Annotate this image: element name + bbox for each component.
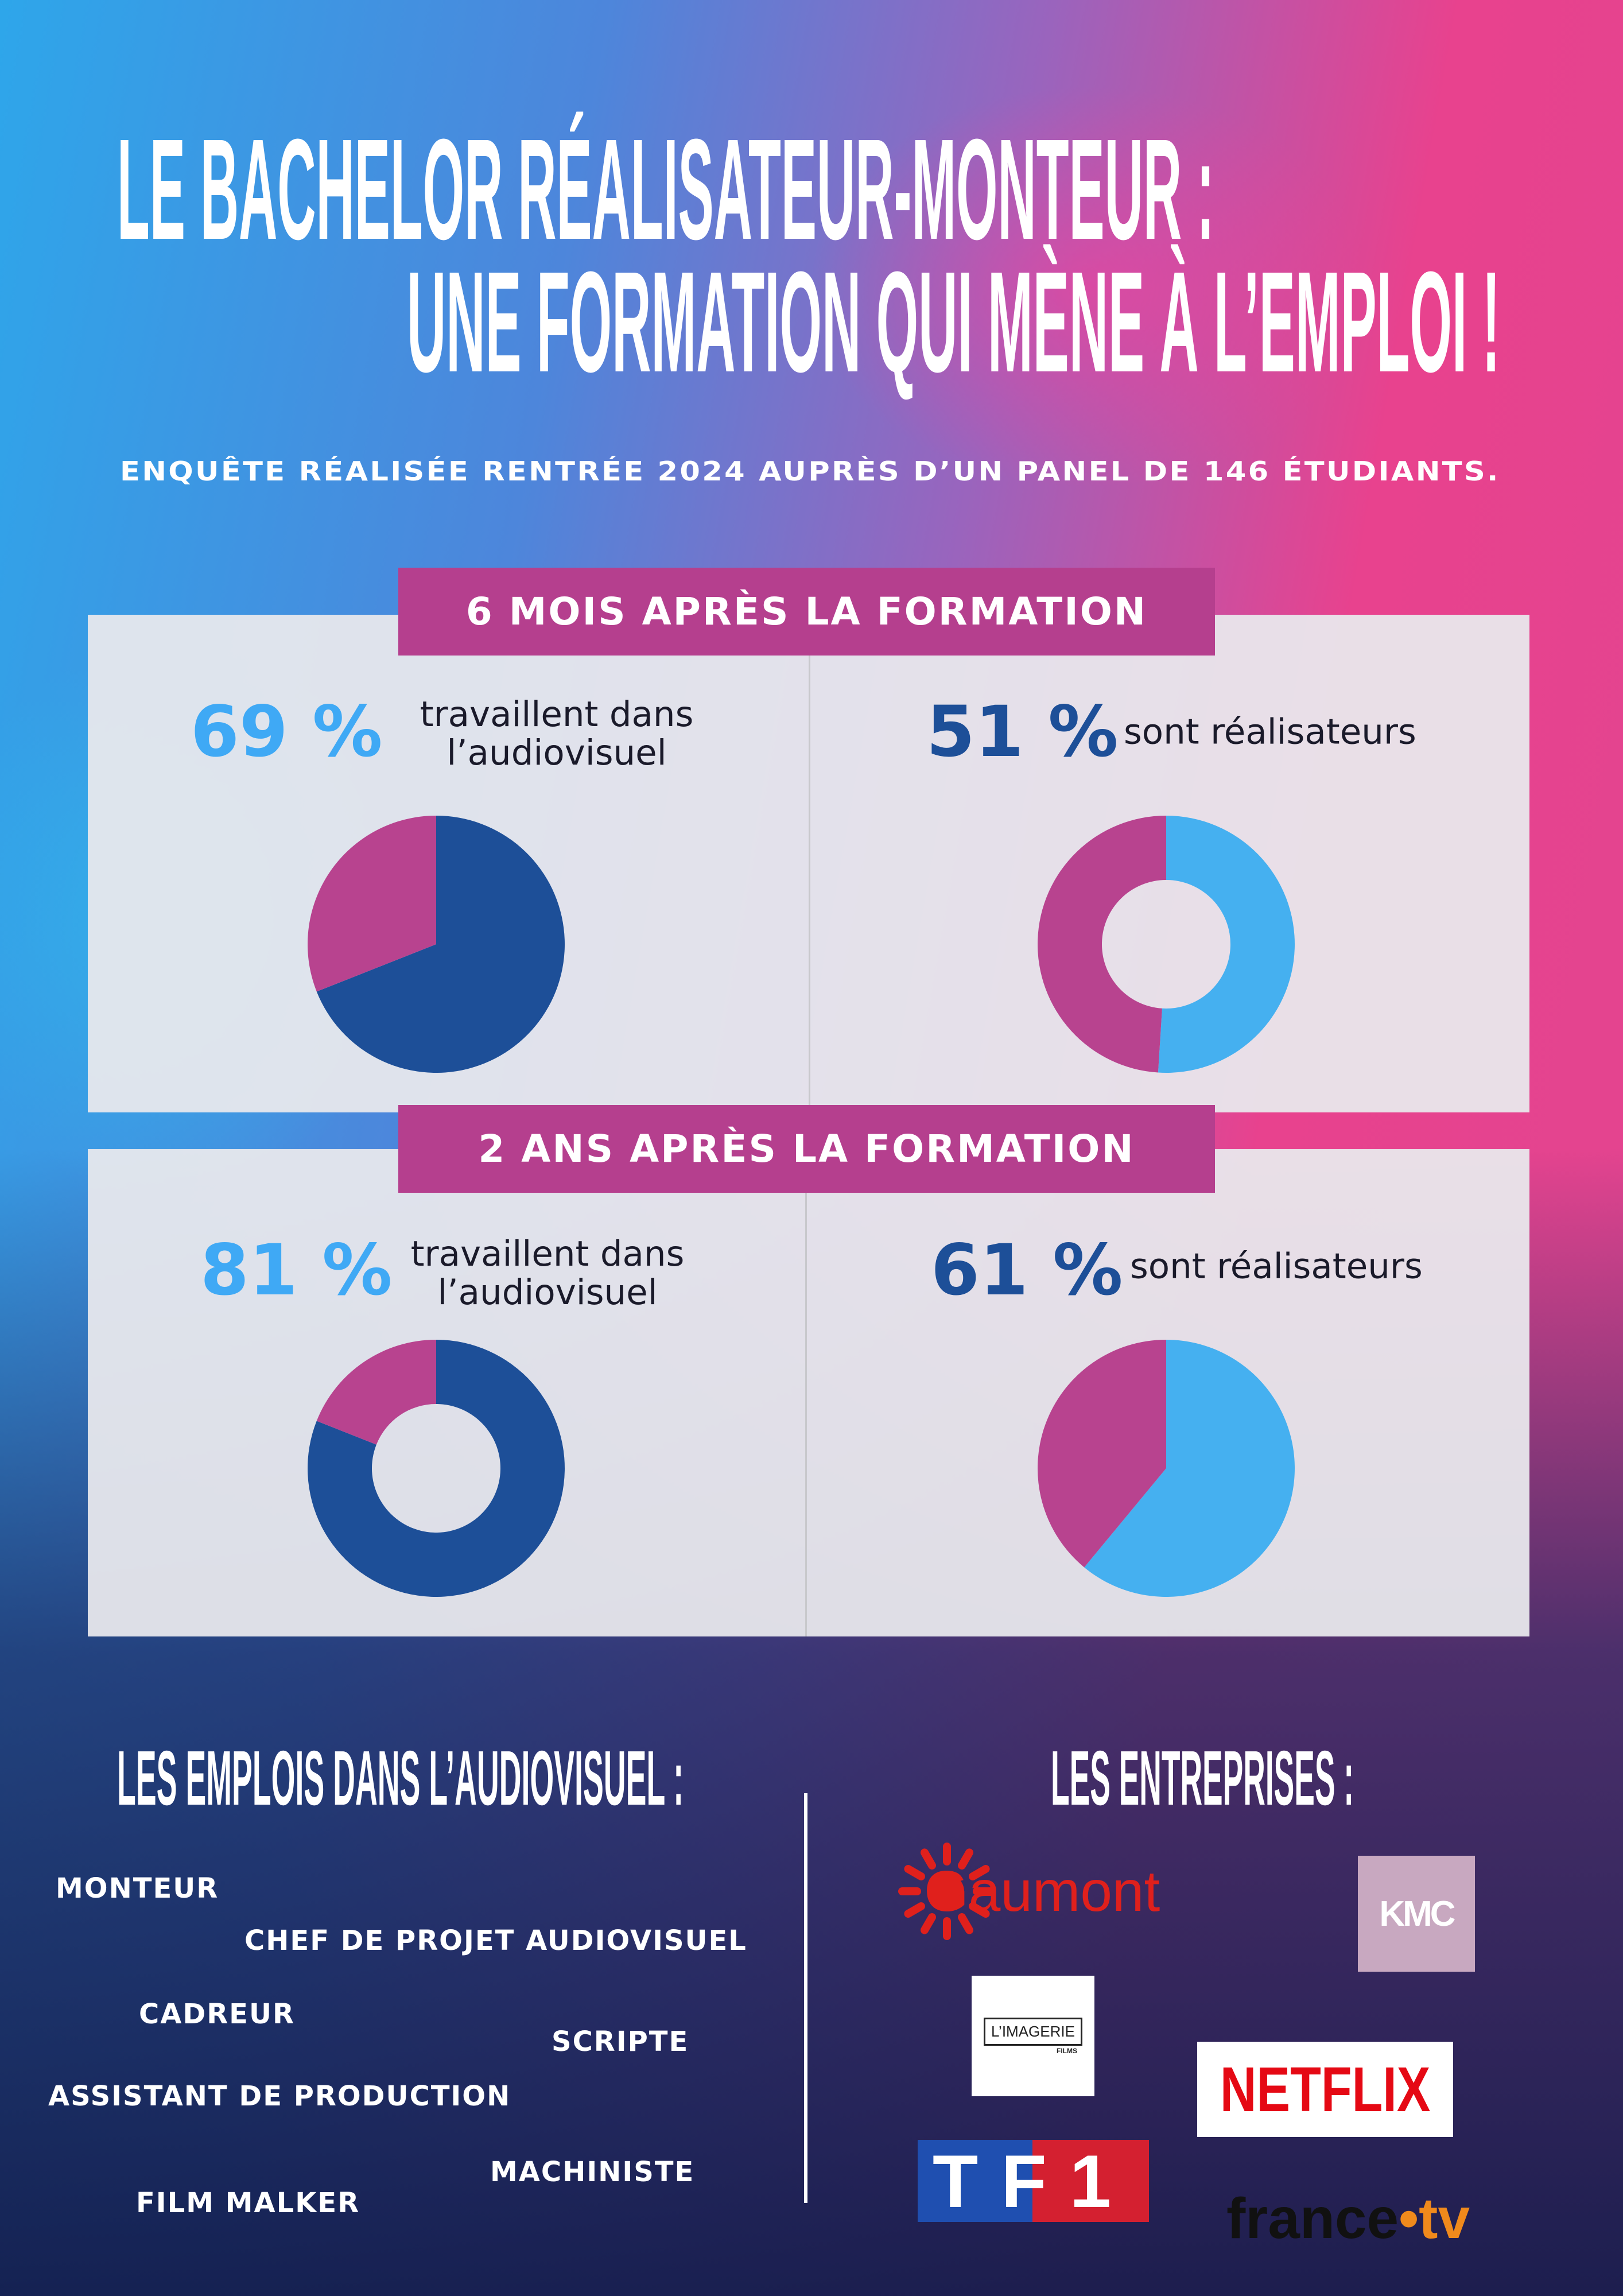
- divider: [809, 656, 810, 1112]
- logo-text: NETFLIX: [1220, 2054, 1431, 2125]
- panel: [88, 1149, 1529, 1636]
- jobs-title: LES EMPLOIS DANS L’AUDIOVISUEL :: [117, 1735, 684, 1821]
- job: CHEF DE PROJET AUDIOVISUEL: [244, 1925, 747, 1957]
- logo-text: FILMS: [1057, 2046, 1077, 2055]
- value-label: 69 %: [191, 691, 383, 773]
- logo-text: france: [1226, 2186, 1399, 2251]
- gaumont-sun: [898, 1843, 996, 1940]
- title-line: LE BACHELOR RÉALISATEUR-MONTEUR :: [117, 109, 1215, 269]
- pie-slice: [316, 816, 565, 1073]
- logo-text: L’IMAGERIE: [984, 2017, 1082, 2046]
- value-label: 61 %: [931, 1230, 1123, 1311]
- chart-caption: travaillent dans l’audiovisuel: [410, 1233, 685, 1313]
- value-label: 51 %: [926, 691, 1119, 773]
- chart-caption: sont réalisateurs: [1124, 711, 1416, 753]
- logo-tf1-bg: [918, 2140, 1032, 2222]
- value-label: 81 %: [200, 1230, 393, 1311]
- pie-chart: [308, 816, 565, 1073]
- logo-francetv: france • tv: [1226, 2181, 1470, 2256]
- job: MACHINISTE: [490, 2156, 695, 2188]
- job: ASSISTANT DE PRODUCTION: [48, 2080, 511, 2112]
- divider: [804, 1793, 807, 2203]
- section-banner: 6 MOIS APRÈS LA FORMATION: [398, 568, 1215, 656]
- pie-chart: [1037, 816, 1295, 1073]
- chart-caption: travaillent dans l’audiovisuel: [420, 693, 694, 773]
- job: MONTEUR: [56, 1872, 219, 1905]
- job: SCRIPTE: [552, 2026, 689, 2058]
- logo-kmc: KMC: [1358, 1856, 1475, 1972]
- logo-tf1: TF1: [932, 2139, 1135, 2223]
- logo-limagerie: L’IMAGERIE FILMS: [972, 1976, 1094, 2096]
- logo-netflix: NETFLIX: [1197, 2042, 1453, 2137]
- logo-gaumont: Gaumont: [924, 1859, 1160, 1923]
- logo-text: tv: [1419, 2186, 1470, 2251]
- subtitle: ENQUÊTE RÉALISÉE RENTRÉE 2024 AUPRÈS D’U…: [120, 456, 1500, 487]
- pie-chart: [308, 1340, 565, 1597]
- divider: [805, 1193, 807, 1636]
- job: FILM MALKER: [136, 2187, 360, 2219]
- section-banner: 2 ANS APRÈS LA FORMATION: [398, 1105, 1215, 1193]
- pie-slice: [316, 1340, 436, 1445]
- pie-slice: [1158, 816, 1295, 1073]
- logo-tf1-bg: [1032, 2140, 1149, 2222]
- pie-slice: [1038, 1340, 1166, 1568]
- pie-slice: [308, 1340, 565, 1597]
- title-line: UNE FORMATION QUI MÈNE À L’EMPLOI !: [407, 242, 1500, 402]
- pie-slice: [308, 816, 436, 992]
- chart-caption: sont réalisateurs: [1130, 1246, 1423, 1287]
- pie-chart: [1038, 1340, 1295, 1597]
- pie-slice: [1037, 816, 1166, 1073]
- companies-title: LES ENTREPRISES :: [1051, 1735, 1354, 1821]
- logo-dot: •: [1399, 2186, 1419, 2251]
- job: CADREUR: [139, 1998, 295, 2030]
- pie-slice: [1084, 1340, 1295, 1597]
